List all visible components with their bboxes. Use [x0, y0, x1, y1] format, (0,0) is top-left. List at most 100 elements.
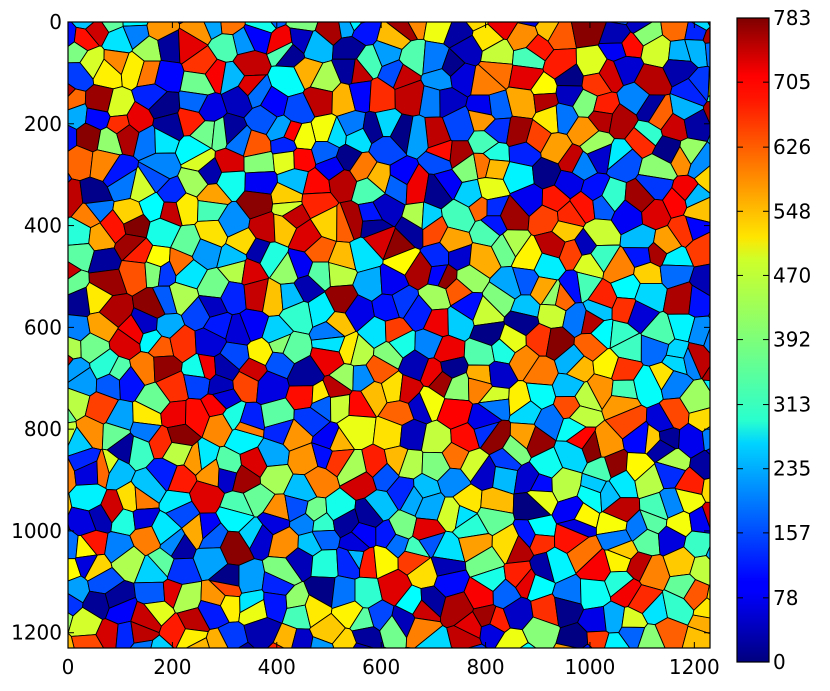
colorbar-tick-label: 0 — [773, 650, 786, 674]
colorbar-tick-label: 626 — [773, 135, 811, 159]
cell — [703, 101, 710, 125]
y-axis: 0 200 400 600 800 1000 1200 — [11, 10, 710, 645]
cell — [185, 637, 210, 648]
cell — [147, 547, 175, 578]
cell — [68, 457, 77, 494]
cell — [285, 22, 319, 32]
cell — [322, 656, 365, 688]
y-tick-label: 800 — [24, 417, 62, 441]
x-tick-label: 0 — [62, 655, 75, 679]
cell — [266, 642, 285, 648]
cell — [551, 0, 590, 19]
cell — [654, 617, 689, 648]
cell — [177, 22, 185, 25]
cell — [352, 642, 375, 648]
plot-frame — [67, 21, 711, 649]
cell — [122, 22, 149, 27]
cell — [606, 22, 629, 26]
cell — [68, 145, 94, 182]
cell — [100, 0, 146, 12]
x-tick-label: 1200 — [669, 655, 720, 679]
colorbar-tick-label: 548 — [773, 199, 811, 223]
cell — [310, 636, 335, 648]
cell — [525, 33, 555, 62]
cell — [331, 627, 357, 648]
colorbar-tick-label: 705 — [773, 70, 811, 94]
x-tick-label: 400 — [258, 655, 296, 679]
colorbar-tick-label: 313 — [773, 393, 811, 417]
cell — [578, 0, 607, 21]
x-tick-label: 600 — [362, 655, 400, 679]
cell — [371, 0, 413, 18]
x-tick-label: 800 — [466, 655, 504, 679]
cell — [702, 379, 710, 392]
cell — [630, 0, 665, 17]
cell — [68, 632, 75, 648]
cell — [705, 448, 710, 456]
cell — [114, 647, 119, 648]
cell — [701, 501, 710, 530]
colorbar-tick-label: 392 — [773, 328, 811, 352]
cell — [681, 625, 710, 648]
cell — [28, 140, 64, 186]
cell — [618, 626, 646, 648]
cell — [325, 311, 357, 337]
cell — [272, 622, 298, 648]
cell — [150, 634, 175, 648]
x-tick-label: 200 — [153, 655, 191, 679]
cell — [238, 558, 266, 594]
cell — [237, 641, 256, 648]
y-tick-label: 400 — [24, 214, 62, 238]
cell — [68, 492, 73, 517]
colorbar-tick-label: 78 — [773, 586, 798, 610]
y-tick-label: 0 — [49, 10, 62, 34]
colorbar-tick-label: 783 — [773, 6, 811, 30]
cell — [129, 639, 154, 648]
cell — [663, 647, 666, 648]
cell — [590, 244, 621, 273]
cell — [663, 0, 706, 19]
cell — [288, 0, 344, 19]
cell — [417, 651, 445, 689]
cell — [466, 643, 489, 648]
colorbar: 0 78 157 235 313 392 470 548 626 705 783 — [736, 6, 811, 674]
cell — [519, 642, 537, 648]
cell — [28, 66, 67, 97]
cell — [68, 244, 69, 248]
cell — [68, 172, 73, 184]
cell-map — [28, 0, 710, 689]
cell — [204, 0, 252, 15]
cell — [703, 327, 710, 354]
cell — [28, 35, 66, 66]
cell — [413, 0, 451, 18]
cell — [405, 617, 444, 648]
cell — [28, 270, 64, 310]
cell — [293, 147, 317, 173]
cell — [68, 286, 91, 318]
x-tick-label: 1000 — [564, 655, 615, 679]
colorbar-tick-label: 235 — [773, 457, 811, 481]
cell — [68, 354, 74, 367]
cell — [631, 647, 639, 648]
y-tick-label: 600 — [24, 315, 62, 339]
cell — [133, 581, 166, 605]
cell — [679, 378, 710, 414]
cell — [515, 0, 556, 18]
cell — [203, 22, 223, 40]
colorbar-tick-label: 470 — [773, 263, 811, 287]
y-tick-label: 200 — [24, 112, 62, 136]
x-axis: 0 200 400 600 800 1000 1200 — [62, 22, 720, 679]
cell — [685, 216, 710, 241]
cell — [205, 627, 229, 648]
y-tick-label: 1000 — [11, 519, 62, 543]
cell — [359, 22, 368, 24]
y-tick-label: 1200 — [11, 621, 62, 645]
cell — [464, 22, 467, 23]
cell — [385, 22, 418, 42]
cell — [552, 642, 580, 648]
cell — [145, 0, 177, 15]
cell — [706, 94, 710, 103]
cell — [692, 597, 710, 619]
cell — [593, 0, 630, 19]
